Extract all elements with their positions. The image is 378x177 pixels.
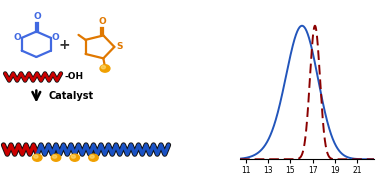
Circle shape — [34, 155, 38, 158]
Text: O: O — [14, 33, 22, 42]
Text: O: O — [51, 33, 59, 42]
Text: Catalyst: Catalyst — [48, 92, 93, 101]
Text: -OH: -OH — [65, 73, 84, 81]
Circle shape — [33, 154, 42, 161]
Circle shape — [89, 154, 98, 161]
Circle shape — [51, 154, 61, 161]
Text: S: S — [116, 42, 123, 51]
Text: O: O — [99, 17, 106, 26]
Text: O: O — [33, 12, 41, 21]
Circle shape — [71, 155, 76, 158]
Circle shape — [70, 154, 79, 161]
Circle shape — [100, 65, 110, 72]
Text: +: + — [59, 38, 70, 52]
Circle shape — [101, 66, 105, 69]
Circle shape — [90, 155, 94, 158]
Circle shape — [53, 155, 57, 158]
